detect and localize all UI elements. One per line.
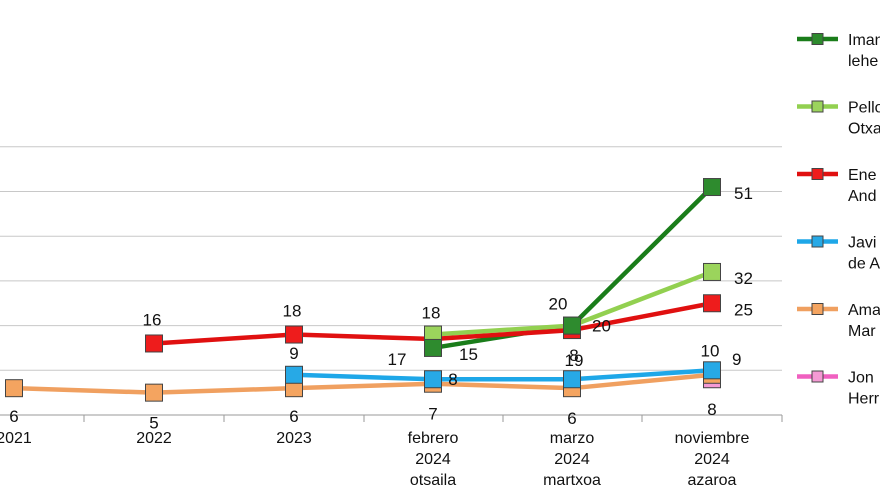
data-label: 15 xyxy=(459,345,478,364)
data-label: 18 xyxy=(422,304,441,323)
data-label: 32 xyxy=(734,269,753,288)
legend-label: Iman xyxy=(848,32,880,49)
data-label: 16 xyxy=(143,310,162,329)
x-tick-label: febrero xyxy=(408,430,459,447)
data-label: 9 xyxy=(289,344,298,363)
data-labels: 15 20 51 18 20 32 16 18 17 19 25 9 8 8 10 6 5 6 7 6 9 8 xyxy=(9,184,753,433)
data-point xyxy=(145,334,163,353)
x-tick-label: 2024 xyxy=(694,451,730,468)
series-lines xyxy=(13,185,714,395)
data-label: 8 xyxy=(448,370,457,389)
data-point xyxy=(424,338,442,357)
data-label: 19 xyxy=(565,351,584,370)
legend-label: lehe xyxy=(848,53,878,70)
legend-label: de A xyxy=(848,256,880,273)
data-label: 7 xyxy=(428,405,437,424)
legend-label: Mar xyxy=(848,323,876,340)
legend-label: Ama xyxy=(848,302,880,319)
data-point xyxy=(703,262,721,281)
legend: Iman lehe Pello Otxa Ene And Javi de A Ama Mar Jon… xyxy=(797,32,880,408)
x-axis: 2021 2022 2023 febrero 2024 otsaila marzo 2024 m… xyxy=(0,415,783,489)
x-tick-label: azaroa xyxy=(688,472,737,489)
legend-label: Herr xyxy=(848,391,880,408)
data-label: 8 xyxy=(707,400,716,419)
data-label: 9 xyxy=(732,350,741,369)
x-tick-label: 2022 xyxy=(136,430,172,447)
data-label: 6 xyxy=(9,407,18,426)
data-point xyxy=(285,365,303,384)
data-point xyxy=(5,379,23,398)
legend-marker xyxy=(811,168,824,180)
x-tick-label: marzo xyxy=(550,430,595,447)
data-label: 17 xyxy=(388,350,407,369)
data-label: 5 xyxy=(149,414,158,433)
data-point xyxy=(424,370,442,389)
legend-label: Ene xyxy=(848,167,877,184)
data-label: 6 xyxy=(289,407,298,426)
data-label: 20 xyxy=(549,295,568,314)
x-tick-label: 2024 xyxy=(415,451,451,468)
legend-marker xyxy=(811,370,824,383)
data-label: 6 xyxy=(567,409,576,428)
legend-label: Pello xyxy=(848,100,880,117)
data-label: 51 xyxy=(734,184,753,203)
data-point xyxy=(703,361,721,380)
series-line xyxy=(293,368,713,382)
legend-label: Javi xyxy=(848,235,876,252)
data-point xyxy=(285,325,303,344)
data-label: 25 xyxy=(734,300,753,319)
gridlines xyxy=(0,146,782,416)
data-label: 10 xyxy=(701,341,720,360)
x-tick-label: 2024 xyxy=(554,451,590,468)
x-tick-label: otsaila xyxy=(410,472,456,489)
legend-label: Jon xyxy=(848,370,874,387)
legend-marker xyxy=(811,33,824,45)
legend-marker xyxy=(811,303,824,315)
legend-marker xyxy=(811,235,824,248)
data-label: 20 xyxy=(592,317,611,336)
x-tick-label: noviembre xyxy=(675,430,750,447)
x-tick-label: 2023 xyxy=(276,430,312,447)
x-tick-label: 2021 xyxy=(0,430,32,447)
data-point xyxy=(703,178,721,197)
x-tick-label: martxoa xyxy=(543,472,601,489)
data-label: 8 xyxy=(569,346,578,365)
data-point xyxy=(563,316,581,335)
legend-marker xyxy=(811,100,824,113)
series-markers xyxy=(5,178,721,402)
series-line xyxy=(13,372,713,395)
data-point xyxy=(563,370,581,389)
data-label: 18 xyxy=(283,302,302,321)
legend-label: Otxa xyxy=(848,121,880,138)
data-point xyxy=(145,383,163,402)
legend-label: And xyxy=(848,188,876,205)
data-point xyxy=(703,294,721,313)
